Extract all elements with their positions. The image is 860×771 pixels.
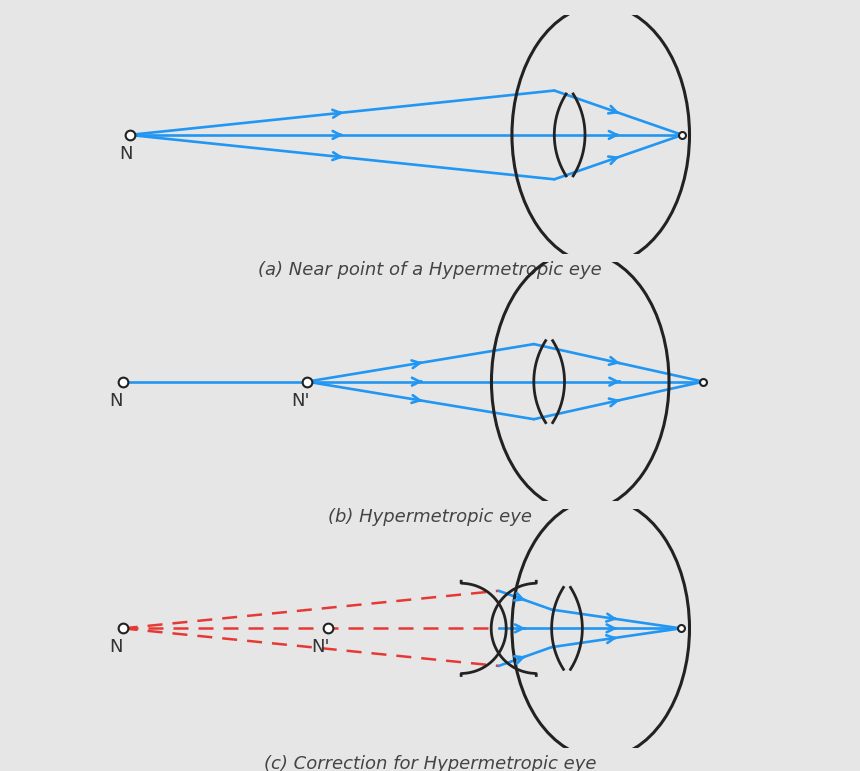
Text: N: N <box>109 638 123 656</box>
Text: (a) Near point of a Hypermetropic eye: (a) Near point of a Hypermetropic eye <box>258 261 602 279</box>
Text: (b) Hypermetropic eye: (b) Hypermetropic eye <box>328 508 532 526</box>
Text: N: N <box>120 145 132 163</box>
Text: N': N' <box>311 638 330 656</box>
Text: N: N <box>109 392 123 409</box>
Text: (c) Correction for Hypermetropic eye: (c) Correction for Hypermetropic eye <box>264 755 596 771</box>
Text: N': N' <box>291 392 310 409</box>
